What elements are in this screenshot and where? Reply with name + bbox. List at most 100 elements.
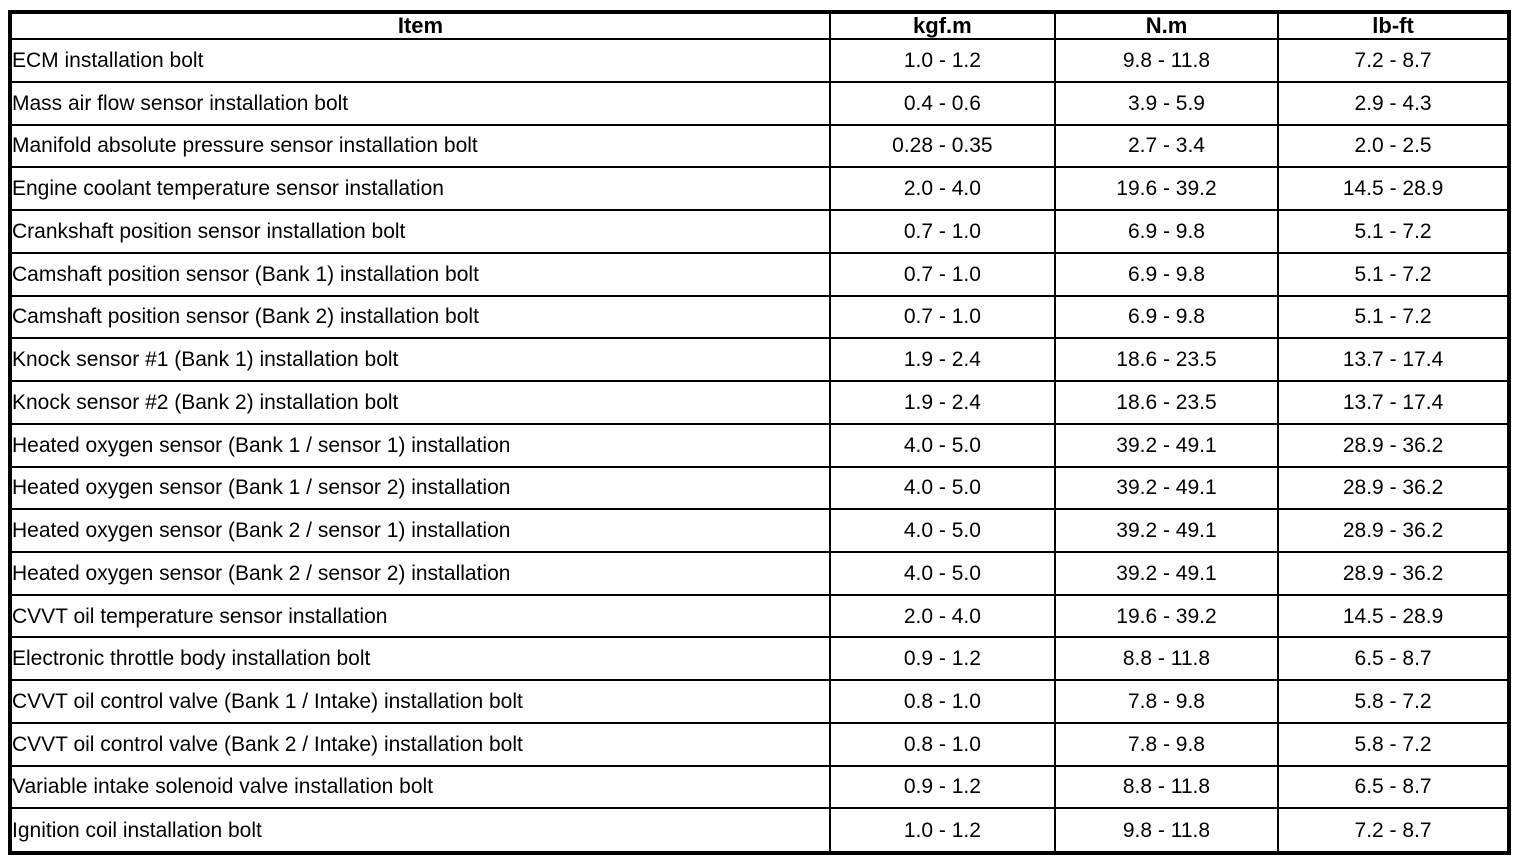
- table-row: Heated oxygen sensor (Bank 2 / sensor 2)…: [9, 551, 1510, 596]
- lb_ft-cell: 13.7 - 17.4: [1277, 380, 1510, 425]
- kgf_m-cell: 1.0 - 1.2: [828, 38, 1056, 83]
- n_m-cell: 8.8 - 11.8: [1053, 764, 1280, 810]
- kgf_m-cell: 1.9 - 2.4: [828, 337, 1056, 383]
- kgf_m-cell: 4.0 - 5.0: [828, 508, 1056, 553]
- table-row: Variable intake solenoid valve installat…: [9, 764, 1510, 810]
- n_m-cell: 9.8 - 11.8: [1053, 807, 1280, 854]
- lb_ft-cell: 14.5 - 28.9: [1277, 166, 1510, 212]
- n_m-cell: 6.9 - 9.8: [1053, 294, 1280, 340]
- item-cell: Camshaft position sensor (Bank 1) instal…: [9, 251, 831, 297]
- lb_ft-cell: 2.9 - 4.3: [1277, 80, 1510, 126]
- n_m-cell: 3.9 - 5.9: [1053, 80, 1280, 126]
- table-row: CVVT oil temperature sensor installation…: [9, 593, 1510, 639]
- item-cell: Heated oxygen sensor (Bank 1 / sensor 1)…: [9, 422, 831, 468]
- lb_ft-cell: 28.9 - 36.2: [1277, 551, 1510, 596]
- kgf_m-cell: 0.8 - 1.0: [828, 679, 1056, 724]
- table-row: Knock sensor #2 (Bank 2) installation bo…: [9, 380, 1510, 425]
- kgf_m-cell: 0.4 - 0.6: [828, 80, 1056, 126]
- lb_ft-cell: 5.1 - 7.2: [1277, 294, 1510, 340]
- lb_ft-cell: 13.7 - 17.4: [1277, 337, 1510, 383]
- kgf_m-cell: 0.7 - 1.0: [828, 251, 1056, 297]
- column-header-item: Item: [9, 10, 831, 41]
- torque-spec-table: Item kgf.m N.m lb-ft ECM installation bolt 1…: [8, 10, 1511, 855]
- kgf_m-cell: 4.0 - 5.0: [828, 551, 1056, 596]
- item-cell: Electronic throttle body installation bo…: [9, 636, 831, 682]
- item-cell: Camshaft position sensor (Bank 2) instal…: [9, 294, 831, 340]
- item-cell: Heated oxygen sensor (Bank 2 / sensor 2)…: [9, 551, 831, 596]
- table-body: ECM installation bolt 1.0 - 1.2 9.8 - 11.8…: [9, 38, 1510, 854]
- table-row: Electronic throttle body installation bo…: [9, 636, 1510, 682]
- lb_ft-cell: 7.2 - 8.7: [1277, 38, 1510, 83]
- item-cell: Engine coolant temperature sensor instal…: [9, 166, 831, 212]
- n_m-cell: 18.6 - 23.5: [1053, 337, 1280, 383]
- kgf_m-cell: 2.0 - 4.0: [828, 593, 1056, 639]
- lb_ft-cell: 7.2 - 8.7: [1277, 807, 1510, 854]
- n_m-cell: 19.6 - 39.2: [1053, 166, 1280, 212]
- lb_ft-cell: 5.8 - 7.2: [1277, 721, 1510, 767]
- n_m-cell: 9.8 - 11.8: [1053, 38, 1280, 83]
- n_m-cell: 19.6 - 39.2: [1053, 593, 1280, 639]
- table-row: Knock sensor #1 (Bank 1) installation bo…: [9, 337, 1510, 383]
- item-cell: ECM installation bolt: [9, 38, 831, 83]
- n_m-cell: 6.9 - 9.8: [1053, 209, 1280, 254]
- table-row: Camshaft position sensor (Bank 1) instal…: [9, 251, 1510, 297]
- lb_ft-cell: 5.1 - 7.2: [1277, 209, 1510, 254]
- kgf_m-cell: 1.9 - 2.4: [828, 380, 1056, 425]
- item-cell: Mass air flow sensor installation bolt: [9, 80, 831, 126]
- item-cell: Manifold absolute pressure sensor instal…: [9, 123, 831, 169]
- table-row: Engine coolant temperature sensor instal…: [9, 166, 1510, 212]
- kgf_m-cell: 2.0 - 4.0: [828, 166, 1056, 212]
- item-cell: Heated oxygen sensor (Bank 2 / sensor 1)…: [9, 508, 831, 553]
- table-row: Crankshaft position sensor installation …: [9, 209, 1510, 254]
- column-header-n_m: N.m: [1053, 10, 1280, 41]
- kgf_m-cell: 0.9 - 1.2: [828, 764, 1056, 810]
- n_m-cell: 2.7 - 3.4: [1053, 123, 1280, 169]
- kgf_m-cell: 0.7 - 1.0: [828, 209, 1056, 254]
- column-header-kgf_m: kgf.m: [828, 10, 1056, 41]
- n_m-cell: 39.2 - 49.1: [1053, 465, 1280, 511]
- item-cell: CVVT oil temperature sensor installation: [9, 593, 831, 639]
- lb_ft-cell: 6.5 - 8.7: [1277, 764, 1510, 810]
- n_m-cell: 8.8 - 11.8: [1053, 636, 1280, 682]
- kgf_m-cell: 0.9 - 1.2: [828, 636, 1056, 682]
- lb_ft-cell: 5.8 - 7.2: [1277, 679, 1510, 724]
- table-row: Heated oxygen sensor (Bank 2 / sensor 1)…: [9, 508, 1510, 553]
- n_m-cell: 7.8 - 9.8: [1053, 721, 1280, 767]
- item-cell: CVVT oil control valve (Bank 2 / Intake)…: [9, 721, 831, 767]
- lb_ft-cell: 6.5 - 8.7: [1277, 636, 1510, 682]
- item-cell: Crankshaft position sensor installation …: [9, 209, 831, 254]
- item-cell: Heated oxygen sensor (Bank 1 / sensor 2)…: [9, 465, 831, 511]
- n_m-cell: 18.6 - 23.5: [1053, 380, 1280, 425]
- lb_ft-cell: 28.9 - 36.2: [1277, 465, 1510, 511]
- item-cell: CVVT oil control valve (Bank 1 / Intake)…: [9, 679, 831, 724]
- item-cell: Ignition coil installation bolt: [9, 807, 831, 854]
- table-row: Camshaft position sensor (Bank 2) instal…: [9, 294, 1510, 340]
- kgf_m-cell: 0.28 - 0.35: [828, 123, 1056, 169]
- lb_ft-cell: 2.0 - 2.5: [1277, 123, 1510, 169]
- lb_ft-cell: 28.9 - 36.2: [1277, 508, 1510, 553]
- n_m-cell: 39.2 - 49.1: [1053, 551, 1280, 596]
- item-cell: Knock sensor #1 (Bank 1) installation bo…: [9, 337, 831, 383]
- item-cell: Variable intake solenoid valve installat…: [9, 764, 831, 810]
- table-row: Heated oxygen sensor (Bank 1 / sensor 1)…: [9, 422, 1510, 468]
- column-header-lb_ft: lb-ft: [1277, 10, 1510, 41]
- table-row: CVVT oil control valve (Bank 2 / Intake)…: [9, 721, 1510, 767]
- header-row: Item kgf.m N.m lb-ft: [9, 10, 1510, 41]
- n_m-cell: 39.2 - 49.1: [1053, 508, 1280, 553]
- table-row: ECM installation bolt 1.0 - 1.2 9.8 - 11.8…: [9, 38, 1510, 83]
- lb_ft-cell: 28.9 - 36.2: [1277, 422, 1510, 468]
- n_m-cell: 6.9 - 9.8: [1053, 251, 1280, 297]
- table-row: Mass air flow sensor installation bolt 0.…: [9, 80, 1510, 126]
- table-row: Manifold absolute pressure sensor instal…: [9, 123, 1510, 169]
- kgf_m-cell: 4.0 - 5.0: [828, 422, 1056, 468]
- n_m-cell: 7.8 - 9.8: [1053, 679, 1280, 724]
- kgf_m-cell: 4.0 - 5.0: [828, 465, 1056, 511]
- table-row: Ignition coil installation bolt 1.0 - 1.2…: [9, 807, 1510, 854]
- kgf_m-cell: 0.8 - 1.0: [828, 721, 1056, 767]
- table-row: CVVT oil control valve (Bank 1 / Intake)…: [9, 679, 1510, 724]
- lb_ft-cell: 5.1 - 7.2: [1277, 251, 1510, 297]
- kgf_m-cell: 1.0 - 1.2: [828, 807, 1056, 854]
- item-cell: Knock sensor #2 (Bank 2) installation bo…: [9, 380, 831, 425]
- table-row: Heated oxygen sensor (Bank 1 / sensor 2)…: [9, 465, 1510, 511]
